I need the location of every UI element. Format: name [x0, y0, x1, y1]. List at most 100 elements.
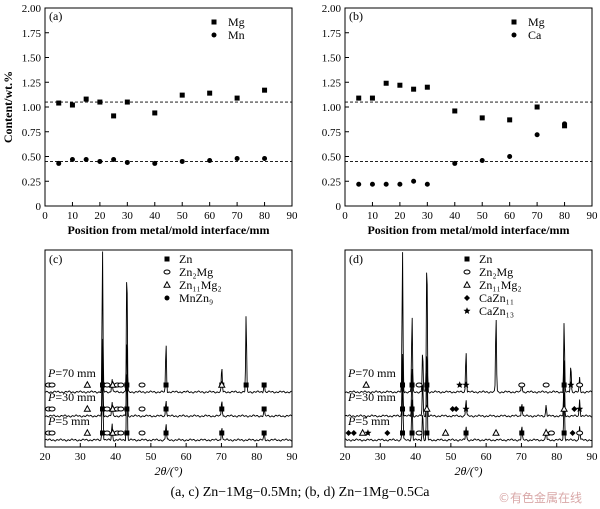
phase-marker [48, 406, 56, 412]
x-tick-label: 40 [149, 210, 161, 222]
y-tick-label: 1.75 [22, 28, 42, 40]
phase-marker [424, 382, 430, 388]
legend-marker [163, 269, 171, 275]
y-tick-label: 1.00 [322, 102, 342, 114]
data-point [56, 100, 62, 106]
pattern-label-value: =70 mm [355, 366, 396, 380]
legend-label: Zn [179, 252, 192, 266]
data-point [562, 121, 568, 127]
data-point [452, 108, 458, 114]
xrd-panel-c: 20 30 40 50 60 70 80 90P=70 mmP=30 mmP=5 mmZnZn… [40, 249, 299, 478]
data-point [411, 86, 417, 92]
panel-label: (d) [349, 252, 363, 266]
phase-marker [261, 382, 267, 388]
phase-marker [518, 382, 526, 388]
phase-marker [345, 430, 352, 436]
xrd-trace [45, 338, 292, 418]
x-tick-label: 50 [145, 451, 157, 463]
plot-frame [344, 7, 593, 207]
phase-marker [138, 382, 146, 388]
watermark: ©有色金属在线 [498, 491, 583, 505]
data-point [356, 95, 362, 101]
phase-marker [542, 428, 550, 436]
x-tick-label: 90 [287, 451, 299, 463]
data-point [507, 117, 513, 123]
phase-marker [400, 406, 406, 412]
x-tick-label: 30 [75, 451, 87, 463]
x-tick-label: 80 [259, 210, 271, 222]
y-tick-label: 0.75 [322, 127, 342, 139]
data-point [534, 132, 540, 138]
phase-marker [138, 406, 146, 412]
data-point [179, 158, 185, 164]
x-tick-label: 0 [342, 210, 348, 222]
legend-label: Ca [528, 28, 542, 42]
legend-marker [164, 295, 170, 301]
plot-frame [344, 249, 593, 448]
y-tick-label: 1.50 [22, 53, 42, 65]
xrd-trace [345, 370, 592, 442]
data-point [207, 157, 213, 163]
x-tick-label: 0 [42, 210, 48, 222]
pattern-label-prefix: P [47, 414, 56, 428]
phase-marker [243, 382, 249, 388]
legend-label: Zn [479, 252, 492, 266]
data-point [124, 159, 130, 165]
phase-marker [138, 430, 146, 436]
phase-marker [463, 430, 469, 436]
x-tick-label: 20 [340, 451, 352, 463]
pattern-label-prefix: P [47, 366, 56, 380]
phase-marker [163, 430, 169, 436]
y-tick-label: 1.00 [22, 102, 42, 114]
y-tick-label: 0 [36, 201, 42, 213]
scatter-panel-b: 0 10 20 30 40 50 60 70 80 90 0 0.25 0.50 0.75 1.00 1.25… [322, 3, 598, 237]
data-point [234, 95, 240, 101]
legend-label: Zn₂Mg [179, 265, 213, 279]
phase-marker [117, 382, 125, 388]
plot-frame [44, 7, 293, 207]
phase-marker [576, 382, 584, 388]
phase-marker [100, 382, 106, 388]
data-point [383, 80, 389, 86]
legend-marker [463, 280, 471, 288]
phase-marker [364, 429, 372, 436]
data-point [97, 99, 103, 105]
phase-marker [124, 406, 130, 412]
data-point [479, 157, 485, 163]
x-tick-label: 40 [110, 451, 122, 463]
phase-marker [217, 380, 226, 388]
pattern-label-value: =30 mm [55, 390, 96, 404]
pattern-label: P=5 mm [47, 414, 90, 428]
phase-marker [415, 430, 423, 436]
x-axis-label: 2θ/(°) [154, 464, 182, 478]
x-axis-label: 2θ/(°) [454, 464, 482, 478]
pattern-label: P=30 mm [47, 390, 96, 404]
data-point [397, 181, 403, 187]
legend-label: Zn₁₁Mg₂ [479, 278, 522, 292]
phase-marker [163, 382, 169, 388]
phase-marker [547, 430, 555, 436]
pattern-label-value: =70 mm [55, 366, 96, 380]
phase-marker [415, 382, 423, 388]
phase-marker [100, 430, 106, 436]
data-point [369, 181, 375, 187]
phase-marker [569, 430, 576, 436]
phase-marker [400, 382, 406, 388]
data-point [207, 90, 213, 96]
x-tick-label: 30 [375, 451, 387, 463]
phase-marker [350, 430, 357, 436]
data-point [262, 155, 268, 161]
legend-label: Zn₁₁Mg₂ [179, 278, 222, 292]
x-tick-label: 90 [587, 451, 599, 463]
legend-label: CaZn₁₃ [479, 304, 514, 318]
phase-marker [384, 430, 391, 436]
data-point [262, 87, 268, 93]
xrd-traces [345, 252, 592, 442]
pattern-label: P=30 mm [347, 390, 396, 404]
phase-marker [103, 382, 111, 388]
pattern-label-prefix: P [47, 390, 56, 404]
xrd-trace [345, 353, 592, 418]
y-tick-label: 1.25 [22, 77, 42, 89]
y-tick-label: 1.25 [322, 77, 342, 89]
panel-label: (c) [49, 252, 62, 266]
